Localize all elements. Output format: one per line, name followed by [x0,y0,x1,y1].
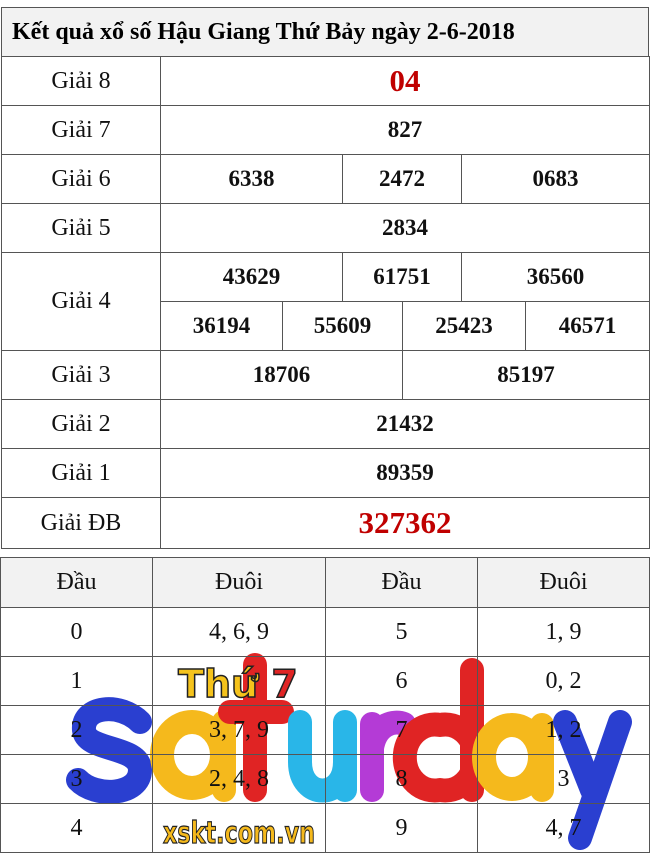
prize-value-4: 43629 [160,252,343,302]
loto-head: 2 [0,705,153,755]
loto-head: 5 [325,607,478,657]
prize-value-special: 327362 [160,497,650,549]
prize-label-special: Giải ĐB [1,497,161,549]
prize-value-4: 55609 [282,301,403,351]
loto-tails: 0, 2 [477,656,650,706]
prize-label-5: Giải 5 [1,203,161,253]
loto-tails: 4, 7 [477,803,650,853]
loto-tails: 2, 4, 8 [152,754,326,804]
prize-value-5: 2834 [160,203,650,253]
loto-head: 3 [0,754,153,804]
loto-head: 8 [325,754,478,804]
prize-value-4: 36194 [160,301,283,351]
prize-value-4: 61751 [342,252,462,302]
prize-value-8: 04 [160,56,650,106]
loto-head: 4 [0,803,153,853]
loto-head: 6 [325,656,478,706]
page-title: Kết quả xổ số Hậu Giang Thứ Bảy ngày 2-6… [1,7,649,57]
loto-tails: 3, 7, 9 [152,705,326,755]
loto-tails [152,803,326,853]
loto-tails: 1, 2 [477,705,650,755]
loto-head: 7 [325,705,478,755]
loto-header: Đầu [0,557,153,608]
prize-label-2: Giải 2 [1,399,161,449]
prize-value-1: 89359 [160,448,650,498]
loto-header: Đầu [325,557,478,608]
prize-label-8: Giải 8 [1,56,161,106]
prize-label-1: Giải 1 [1,448,161,498]
prize-label-6: Giải 6 [1,154,161,204]
prize-value-6: 0683 [461,154,650,204]
prize-value-6: 6338 [160,154,343,204]
prize-value-4: 36560 [461,252,650,302]
loto-tails: 3 [477,754,650,804]
loto-tails [152,656,326,706]
prize-value-4: 25423 [402,301,526,351]
loto-head: 9 [325,803,478,853]
loto-tails: 4, 6, 9 [152,607,326,657]
loto-head: 0 [0,607,153,657]
prize-value-7: 827 [160,105,650,155]
prize-label-7: Giải 7 [1,105,161,155]
loto-header: Đuôi [477,557,650,608]
loto-tails: 1, 9 [477,607,650,657]
prize-value-2: 21432 [160,399,650,449]
prize-label-4: Giải 4 [1,252,161,351]
prize-value-6: 2472 [342,154,462,204]
prize-value-4: 46571 [525,301,650,351]
loto-head: 1 [0,656,153,706]
prize-value-3: 85197 [402,350,650,400]
prize-value-3: 18706 [160,350,403,400]
prize-label-3: Giải 3 [1,350,161,400]
loto-header: Đuôi [152,557,326,608]
